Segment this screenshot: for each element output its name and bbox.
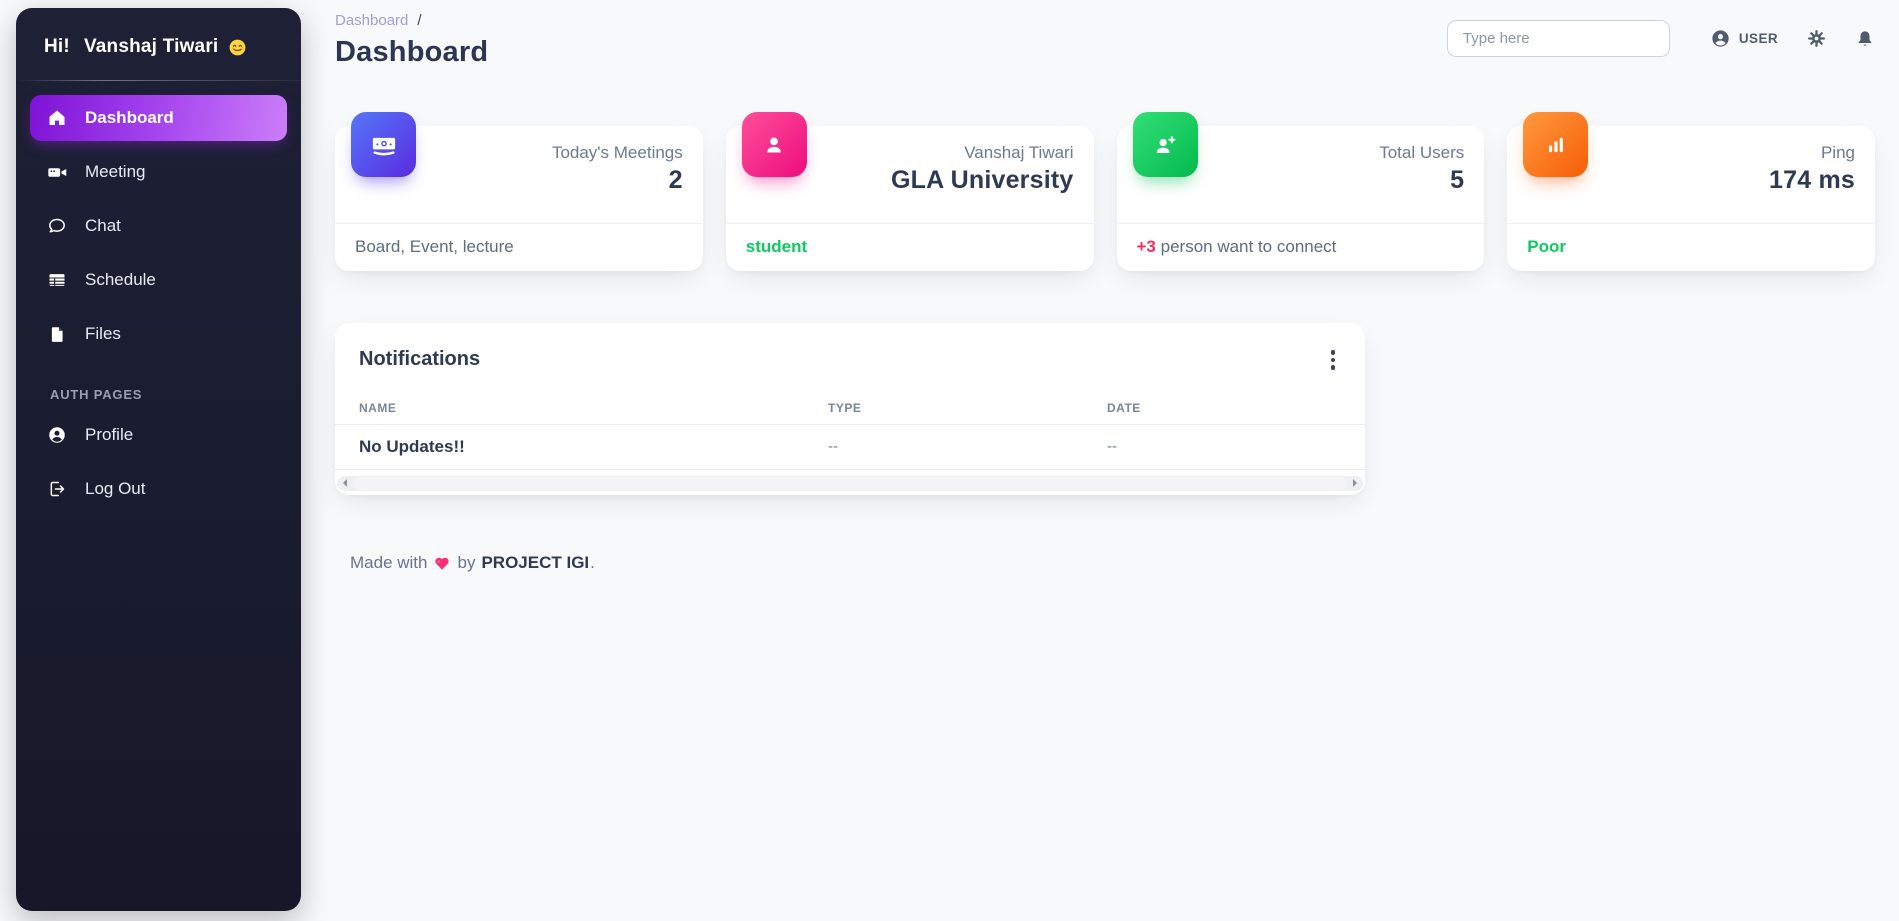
topbar-actions: USER xyxy=(1446,20,1875,57)
table-header-type: TYPE xyxy=(828,400,862,415)
stat-card-ping: Ping 174 ms Poor xyxy=(1507,112,1875,271)
made-with-footer: Made with by PROJECT IGI . xyxy=(350,553,1875,573)
file-icon xyxy=(46,323,68,345)
horizontal-scrollbar[interactable] xyxy=(337,475,1363,491)
card-divider xyxy=(1507,223,1875,224)
sidebar-item-profile[interactable]: Profile xyxy=(30,412,287,458)
user-name: Vanshaj Tiwari xyxy=(83,36,219,57)
notifications-header: Notifications xyxy=(335,323,1365,374)
table-header-row: NAME TYPE DATE xyxy=(335,392,1365,424)
sidebar: Hi! Vanshaj Tiwari Dashboard Meeting Cha… xyxy=(16,8,301,911)
card-footer: +3 person want to connect xyxy=(1117,224,1485,270)
sidebar-item-meeting[interactable]: Meeting xyxy=(30,149,287,195)
card-label: Ping xyxy=(1820,143,1855,162)
panel-title: Notifications xyxy=(359,348,481,371)
card-label: Total Users xyxy=(1379,143,1465,162)
sidebar-item-label: Dashboard xyxy=(85,108,174,127)
page-title: Dashboard xyxy=(335,36,489,68)
video-icon xyxy=(46,161,68,183)
sidebar-item-label: Profile xyxy=(85,425,134,444)
page-header: Dashboard / Dashboard xyxy=(335,12,488,69)
breadcrumb-separator: / xyxy=(417,12,422,29)
footer-suffix: . xyxy=(590,552,595,572)
sidebar-item-chat[interactable]: Chat xyxy=(30,203,287,249)
table-icon xyxy=(46,269,68,291)
sidebar-item-label: Meeting xyxy=(85,162,146,181)
table-header-date: DATE xyxy=(1107,400,1141,415)
sidebar-nav: Dashboard Meeting Chat Schedule Files xyxy=(16,81,301,512)
cell-date: -- xyxy=(1107,438,1117,455)
bell-icon[interactable] xyxy=(1855,29,1875,49)
topbar: Dashboard / Dashboard USER xyxy=(335,12,1875,69)
card-divider xyxy=(335,223,703,224)
sidebar-item-label: Chat xyxy=(85,216,121,235)
sidebar-item-schedule[interactable]: Schedule xyxy=(30,257,287,303)
heart-icon xyxy=(433,554,451,572)
cell-type: -- xyxy=(828,438,838,455)
card-value: 5 xyxy=(1450,166,1465,194)
sidebar-item-label: Schedule xyxy=(85,270,156,289)
card-label: Today's Meetings xyxy=(551,143,683,162)
person-icon xyxy=(741,112,807,177)
stat-card-meetings: Today's Meetings 2 Board, Event, lecture xyxy=(335,112,703,271)
search-input[interactable] xyxy=(1446,20,1670,57)
card-footer: Board, Event, lecture xyxy=(355,237,514,256)
card-label: Vanshaj Tiwari xyxy=(964,143,1074,162)
breadcrumb: Dashboard / xyxy=(335,12,488,29)
footer-prefix: Made with xyxy=(350,552,428,572)
card-footer: Poor xyxy=(1527,237,1566,256)
user-label: USER xyxy=(1738,31,1778,46)
stat-card-university: Vanshaj Tiwari GLA University student xyxy=(725,112,1094,271)
auth-pages-label: AUTH PAGES xyxy=(50,387,143,402)
card-value: GLA University xyxy=(891,166,1074,194)
card-footer: student xyxy=(745,237,808,256)
home-icon xyxy=(46,107,68,129)
table-row: No Updates!! -- -- xyxy=(335,423,1365,470)
smiley-icon xyxy=(228,38,247,57)
sidebar-item-label: Log Out xyxy=(85,479,146,498)
table-header-name: NAME xyxy=(359,400,397,415)
sidebar-item-logout[interactable]: Log Out xyxy=(30,466,287,512)
scroll-right-arrow[interactable] xyxy=(1353,479,1357,487)
scrollbar-thumb[interactable] xyxy=(353,476,1347,490)
footer-middle: by xyxy=(457,552,476,572)
breadcrumb-link[interactable]: Dashboard xyxy=(335,12,409,29)
card-footer-text: person want to connect xyxy=(1160,237,1337,256)
card-footer-highlight: +3 xyxy=(1136,237,1156,256)
stat-card-users: Total Users 5 +3 person want to connect xyxy=(1116,112,1485,271)
bar-chart-icon xyxy=(1523,112,1589,177)
person-add-icon xyxy=(1132,112,1198,177)
card-value: 2 xyxy=(668,166,683,194)
logout-icon xyxy=(46,478,68,500)
main-content: Dashboard / Dashboard USER xyxy=(301,0,1899,921)
meetings-icon xyxy=(351,112,416,177)
notifications-panel: Notifications NAME TYPE DATE No Updates!… xyxy=(335,323,1365,495)
sidebar-item-dashboard[interactable]: Dashboard xyxy=(30,95,287,141)
user-circle-icon xyxy=(1710,28,1731,49)
user-icon xyxy=(46,424,68,446)
sidebar-greeting: Hi! xyxy=(44,36,70,57)
stat-cards: Today's Meetings 2 Board, Event, lecture… xyxy=(335,112,1875,271)
sidebar-item-files[interactable]: Files xyxy=(30,311,287,357)
scroll-left-arrow[interactable] xyxy=(343,479,347,487)
sidebar-header: Hi! Vanshaj Tiwari xyxy=(16,8,301,80)
card-value: 174 ms xyxy=(1769,166,1855,194)
card-divider xyxy=(1116,223,1485,224)
gear-icon[interactable] xyxy=(1806,28,1827,49)
chat-icon xyxy=(46,215,68,237)
sidebar-divider xyxy=(16,80,301,81)
sidebar-item-label: Files xyxy=(85,324,121,343)
card-divider xyxy=(725,223,1094,224)
kebab-menu-icon[interactable] xyxy=(1325,346,1342,374)
brand-name: PROJECT IGI xyxy=(481,552,590,572)
cell-name: No Updates!! xyxy=(359,436,465,456)
user-menu[interactable]: USER xyxy=(1710,28,1778,49)
